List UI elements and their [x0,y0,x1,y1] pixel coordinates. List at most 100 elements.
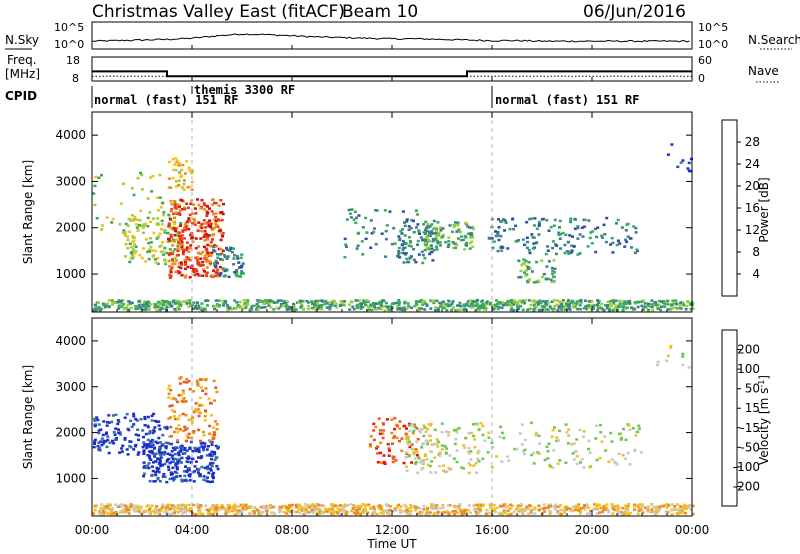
range-cell [496,249,500,253]
range-cell [241,262,245,265]
range-cell [184,263,187,266]
range-cell [92,512,96,515]
range-cell [258,513,262,516]
range-cell [382,423,385,426]
range-cell [151,431,155,435]
range-cell [522,262,526,265]
range-cell [173,410,177,413]
range-cell [555,299,559,302]
range-cell [563,506,567,509]
range-cell [168,461,172,465]
range-cell [214,274,218,278]
range-cell [173,452,177,456]
range-cell [329,510,333,513]
range-cell [122,182,126,186]
range-cell [203,203,206,207]
range-cell [104,432,108,436]
range-cell [537,233,541,236]
range-cell [156,217,160,220]
range-cell [404,451,408,454]
range-cell [679,307,683,310]
range-cell [392,509,396,512]
range-cell [213,399,216,402]
range-cell [499,301,502,304]
range-cell [185,241,189,244]
range-cell [598,305,602,308]
range-cell [128,444,132,448]
range-cell [681,352,685,356]
range-cell [520,263,524,267]
range-cell [395,424,399,428]
range-cell [359,511,363,514]
range-cell [432,513,436,516]
range-cell [288,504,291,507]
range-cell [444,240,448,244]
range-cell [172,168,176,172]
range-cell [307,511,311,514]
range-cell [216,447,220,450]
range-cell [98,510,101,513]
range-cell [552,224,556,227]
range-cell [147,304,151,308]
range-cell [433,226,437,229]
range-cell [215,261,219,265]
range-cell [144,306,148,309]
range-cell [221,507,225,511]
range-cell [266,299,270,302]
range-cell [403,224,407,228]
range-cell [539,301,543,305]
range-cell [638,503,642,506]
range-cell [534,301,538,304]
range-cell [171,260,175,263]
range-cell [156,223,160,226]
range-cell [154,304,158,307]
range-cell [191,471,195,474]
range-cell [679,505,683,508]
range-cell [613,308,617,311]
range-cell [135,419,139,422]
range-cell [188,387,192,391]
range-cell [168,216,172,220]
range-cell [107,414,111,417]
range-cell [184,225,188,228]
range-cell [152,430,156,433]
range-cell [425,304,429,307]
range-cell [191,450,195,453]
freq-right-tick-top: 60 [698,54,712,67]
range-cell [602,308,606,312]
range-cell [236,274,240,278]
colorbar-frame [721,329,738,507]
range-cell [533,512,537,515]
range-cell [205,448,209,451]
range-cell [597,301,601,305]
range-cell [148,454,151,458]
range-cell [484,303,487,307]
range-cell [243,504,247,507]
range-cell [167,222,171,225]
range-cell [466,225,470,228]
range-cell [640,304,644,308]
range-cell [174,446,178,449]
range-cell [557,429,561,433]
range-cell [352,307,356,311]
range-cell [507,459,511,462]
range-cell [616,218,620,222]
range-cell [138,508,142,511]
range-cell [605,216,609,220]
range-cell [178,162,181,165]
range-cell [548,509,552,513]
range-cell [361,253,365,256]
range-cell [504,221,508,224]
range-cell [219,272,223,275]
range-cell [182,248,186,252]
range-cell [161,464,165,467]
range-cell [300,303,304,306]
range-cell [187,219,191,222]
range-cell [100,173,103,177]
range-cell [421,466,425,470]
range-cell [662,300,666,304]
colorbar-tick-label: 50 [745,382,760,396]
range-cell [537,222,541,225]
range-cell [194,402,198,405]
range-cell [171,158,175,161]
